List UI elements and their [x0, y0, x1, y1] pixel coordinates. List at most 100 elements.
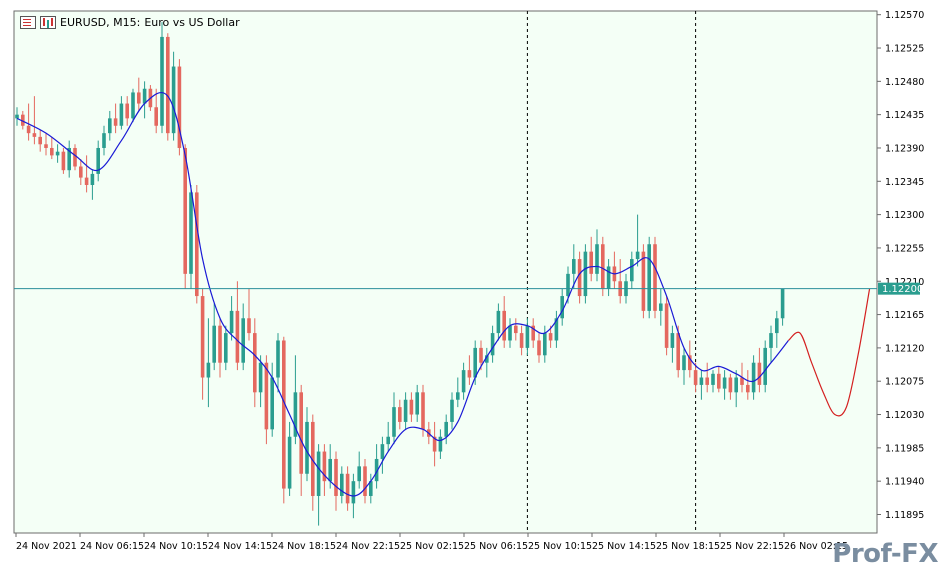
- candle-body: [577, 259, 582, 297]
- candle-body: [705, 377, 709, 385]
- candle-body: [351, 481, 356, 504]
- x-tick-label: 24 Nov 2021: [16, 541, 77, 552]
- list-icon[interactable]: [20, 16, 36, 29]
- candle-body: [84, 177, 89, 185]
- x-tick-label: 25 Nov 06:15: [464, 541, 528, 552]
- plot-area: [13, 10, 878, 534]
- y-tick-label: 1.12480: [885, 77, 924, 88]
- candle-body: [108, 118, 112, 134]
- candle-body: [287, 436, 292, 489]
- candle-body: [311, 421, 315, 496]
- candle-body: [322, 451, 327, 482]
- candle-body: [73, 147, 77, 167]
- candle-body: [659, 303, 663, 311]
- candle-body: [450, 399, 454, 422]
- y-tick-label: 1.12030: [885, 410, 924, 421]
- candle-body: [195, 192, 199, 297]
- candle-body: [508, 325, 512, 341]
- candle-body: [392, 407, 396, 437]
- moving-average-line: [16, 92, 789, 497]
- candle-body: [717, 373, 721, 389]
- candle-body: [398, 407, 402, 422]
- candle-body: [253, 333, 257, 393]
- candle-body: [740, 377, 744, 385]
- candle-body: [734, 377, 738, 393]
- candle-body: [554, 318, 559, 341]
- candle-body: [374, 458, 379, 482]
- symbol-label: EURUSD, M15:: [60, 16, 141, 29]
- current-price-label: 1.12200: [882, 284, 923, 295]
- candle-body: [96, 147, 100, 174]
- candle-body: [421, 392, 425, 430]
- candle-body: [490, 333, 495, 356]
- candle-body: [775, 318, 779, 334]
- candle-body: [26, 125, 31, 134]
- candle-body: [90, 173, 95, 185]
- candle-body: [543, 333, 547, 356]
- candle-body: [514, 325, 518, 334]
- candle-body: [711, 373, 715, 385]
- x-tick-label: 24 Nov 22:15: [336, 541, 400, 552]
- candle-body: [664, 303, 669, 348]
- candle-body: [380, 444, 385, 459]
- candle-body: [467, 370, 472, 378]
- candle-body: [531, 325, 535, 341]
- y-tick-label: 1.12075: [885, 377, 924, 388]
- candle-body: [444, 421, 448, 437]
- candle-body: [485, 355, 489, 363]
- candle-body: [142, 88, 147, 104]
- x-tick-label: 24 Nov 10:15: [144, 541, 208, 552]
- candle-body: [247, 318, 251, 334]
- candle-body: [15, 114, 19, 119]
- candle-body: [769, 333, 773, 348]
- candle-body: [363, 466, 367, 496]
- candle-body: [154, 107, 158, 126]
- candle-body: [647, 244, 651, 311]
- candle-body: [601, 244, 605, 289]
- candle-body: [456, 392, 460, 400]
- candle-body: [38, 136, 42, 145]
- candle-body: [137, 92, 141, 104]
- y-tick-label: 1.12210: [885, 277, 924, 288]
- candle-body: [200, 296, 205, 378]
- candle-body: [235, 310, 240, 363]
- candle-body: [264, 362, 269, 430]
- candle-body: [61, 151, 66, 171]
- candle-body: [340, 473, 344, 496]
- candle-body: [560, 296, 564, 319]
- candle-body: [293, 392, 298, 437]
- candle-body: [589, 251, 593, 274]
- candle-body: [537, 340, 541, 356]
- candles-icon[interactable]: [40, 16, 56, 29]
- x-tick-label: 25 Nov 10:15: [528, 541, 592, 552]
- x-tick-label: 25 Nov 22:15: [720, 541, 784, 552]
- candle-body: [357, 466, 361, 482]
- candle-body: [177, 66, 182, 148]
- candle-body: [241, 318, 245, 363]
- candle-body: [403, 399, 408, 422]
- candle-body: [369, 481, 373, 496]
- candle-body: [212, 325, 216, 363]
- y-tick-label: 1.12165: [885, 310, 924, 321]
- y-tick-label: 1.11985: [885, 443, 924, 454]
- candle-body: [119, 103, 124, 126]
- candle-body: [229, 310, 234, 334]
- candle-body: [131, 92, 135, 119]
- candle-body: [409, 399, 414, 415]
- candle-body: [160, 36, 164, 126]
- candle-body: [67, 147, 71, 171]
- x-tick-label: 25 Nov 14:15: [592, 541, 656, 552]
- candle-body: [682, 355, 686, 371]
- brand-watermark: Prof-FX: [832, 539, 938, 569]
- candle-body: [334, 458, 338, 496]
- x-tick-label: 24 Nov 06:15: [80, 541, 144, 552]
- candle-body: [746, 384, 750, 393]
- candle-body: [676, 333, 680, 371]
- candle-body: [461, 370, 466, 393]
- candle-body: [548, 333, 553, 341]
- candle-body: [218, 325, 222, 363]
- candle-body: [473, 347, 477, 378]
- candle-body: [270, 377, 274, 430]
- candle-body: [276, 340, 280, 378]
